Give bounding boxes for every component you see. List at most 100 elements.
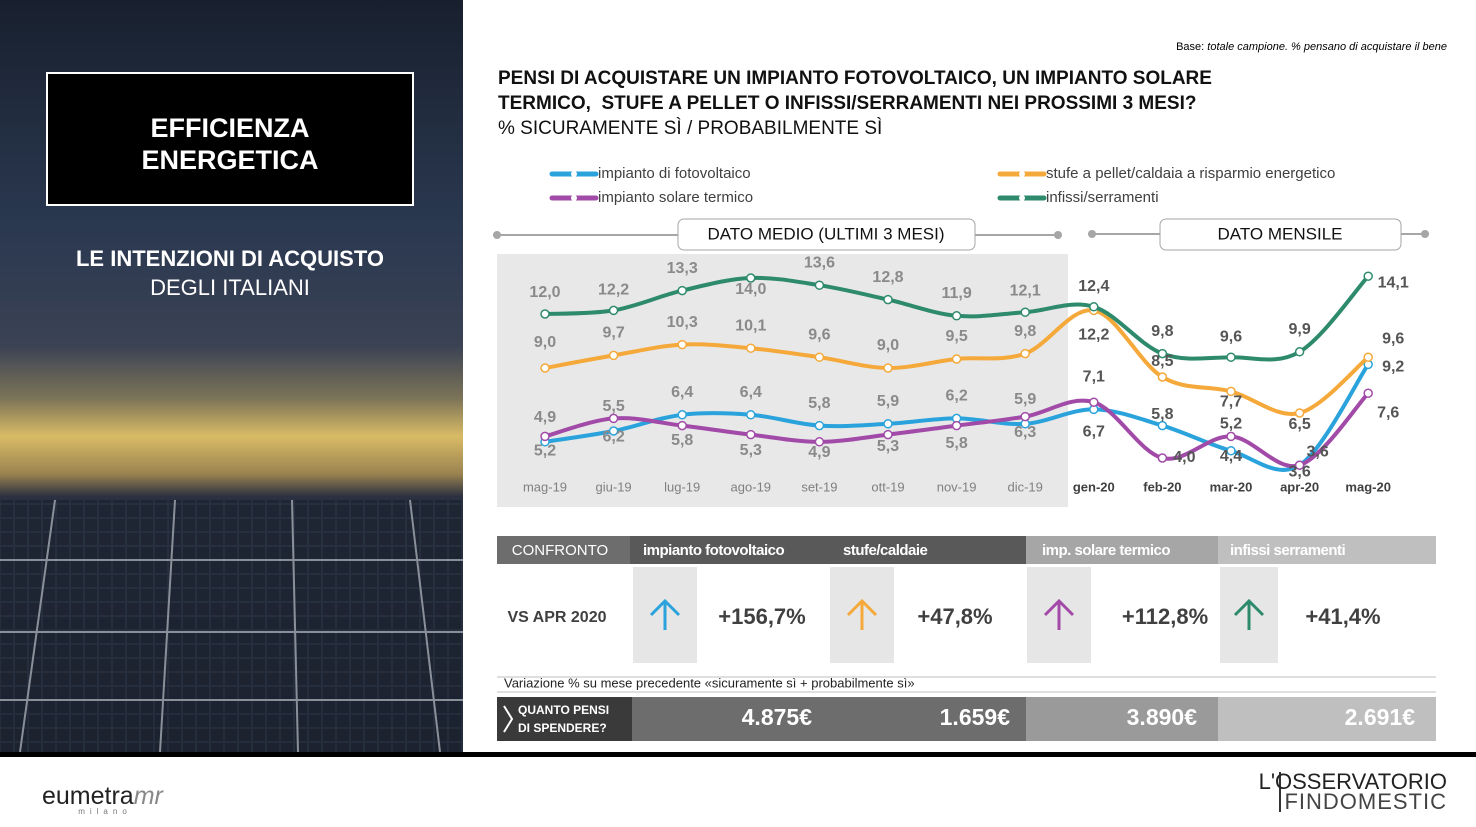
spend-value: 4.875€	[742, 704, 813, 730]
data-point	[1226, 446, 1236, 456]
x-tick-label: giu-19	[596, 479, 632, 494]
spend-value: 2.691€	[1345, 704, 1416, 730]
value-label: 6,7	[1083, 424, 1105, 441]
x-tick-label: gen-20	[1073, 479, 1115, 494]
legend-swatch-dot	[1019, 195, 1025, 201]
data-point	[677, 285, 687, 296]
data-point	[1226, 431, 1236, 442]
x-tick-label: apr-20	[1280, 479, 1319, 494]
comparison-table: CONFRONTO VS APR 2020 Variazione % su me…	[497, 536, 1436, 741]
change-value: +41,4%	[1305, 604, 1380, 629]
data-point	[814, 280, 825, 290]
value-label: 9,6	[1382, 330, 1404, 347]
value-label: 9,2	[1382, 359, 1404, 376]
value-label: 9,0	[534, 334, 556, 351]
value-label: 9,9	[1288, 321, 1310, 338]
spend-value: 3.890€	[1127, 704, 1198, 730]
up-arrow	[1043, 598, 1075, 630]
value-label: 6,2	[945, 388, 967, 405]
data-point	[608, 305, 619, 316]
value-label: 5,8	[945, 435, 967, 452]
data-point	[883, 419, 893, 429]
data-point	[1157, 420, 1168, 431]
value-label: 9,6	[1220, 328, 1242, 345]
data-point	[883, 294, 893, 305]
value-label: 6,5	[1288, 416, 1310, 433]
spend-label-cell	[497, 697, 632, 741]
value-label: 13,3	[667, 260, 698, 277]
value-label: 7,7	[1220, 394, 1242, 411]
x-tick-label: mag-19	[523, 479, 567, 494]
chart-subtitle: % SICURAMENTE SÌ / PROBABILMENTE SÌ	[498, 118, 882, 139]
data-point	[746, 273, 756, 283]
x-tick-label: mar-20	[1210, 479, 1253, 494]
x-tick-label: dic-19	[1007, 479, 1042, 494]
x-tick-label: feb-20	[1143, 479, 1181, 494]
value-label: 14,1	[1378, 274, 1409, 291]
data-point	[540, 363, 550, 373]
up-arrow	[1233, 598, 1265, 630]
footer-logo-left: eumetramr	[42, 782, 165, 810]
value-label: 6,3	[1014, 424, 1036, 441]
period-label: DATO MEDIO (ULTIMI 3 MESI)	[707, 224, 944, 243]
data-point	[677, 410, 687, 420]
sidebar-title-box	[46, 72, 414, 206]
solar-panels	[0, 499, 463, 753]
data-point	[1089, 397, 1099, 407]
value-label: 12,1	[1010, 282, 1041, 299]
table-header: CONFRONTO	[512, 542, 608, 559]
value-label: 9,7	[602, 325, 624, 342]
value-label: 6,2	[602, 429, 624, 446]
legend-label: stufe a pellet/caldaia a risparmio energ…	[1046, 165, 1335, 182]
value-label: 12,0	[529, 284, 560, 301]
data-point	[608, 426, 619, 436]
value-label: 5,3	[740, 442, 762, 459]
data-point	[540, 309, 550, 319]
data-point	[883, 429, 893, 440]
value-label: 5,9	[877, 393, 899, 410]
table-header-cell	[630, 536, 1026, 564]
data-point	[677, 420, 687, 431]
period-label: DATO MENSILE	[1217, 224, 1342, 243]
data-point	[1020, 307, 1030, 317]
footer-rule	[0, 752, 1476, 757]
legend-label: infissi/serramenti	[1046, 189, 1159, 206]
data-point	[1226, 386, 1236, 397]
spend-cell	[632, 697, 1026, 741]
base-note-label: Base:	[1176, 41, 1204, 53]
value-label: 9,0	[877, 337, 899, 354]
average-period-background	[497, 254, 1068, 507]
table-header-cell	[1026, 536, 1218, 564]
logo-subtext: milano	[78, 807, 132, 816]
table-header-cell	[497, 536, 630, 564]
value-label: 5,8	[1151, 406, 1173, 423]
data-point	[1020, 348, 1030, 359]
value-label: 4,0	[1173, 449, 1195, 466]
value-label: 14,0	[735, 281, 766, 298]
x-tick-label: mag-20	[1345, 479, 1391, 494]
value-label: 9,8	[1151, 323, 1173, 340]
value-label: 11,9	[941, 285, 971, 302]
data-point	[951, 311, 962, 321]
period-header: DATO MEDIO (ULTIMI 3 MESI) DATO MENSILE	[493, 218, 1429, 251]
x-tick-label: ott-19	[871, 479, 904, 494]
spend-label: DI SPENDERE?	[518, 721, 607, 735]
value-label: 10,3	[667, 314, 698, 331]
x-tick-label: nov-19	[937, 479, 977, 494]
value-label: 9,8	[1014, 323, 1036, 340]
data-point	[1157, 453, 1168, 463]
value-label: 7,6	[1377, 404, 1399, 421]
spend-label: QUANTO PENSI	[518, 703, 609, 717]
data-point	[1089, 302, 1099, 312]
line-chart: impianto di fotovoltaico stufe a pellet/c…	[523, 165, 1409, 494]
x-tick-label: set-19	[801, 479, 837, 494]
data-point	[1226, 352, 1236, 362]
sidebar-title: ENERGETICA	[141, 145, 318, 175]
column-header: impianto fotovoltaico	[643, 542, 785, 559]
data-point	[814, 352, 825, 362]
logo-text: eumetra	[42, 782, 134, 810]
value-label: 12,8	[872, 269, 903, 286]
data-point	[746, 429, 756, 440]
legend-swatch-dot	[571, 195, 577, 201]
value-label: 5,2	[534, 443, 556, 460]
